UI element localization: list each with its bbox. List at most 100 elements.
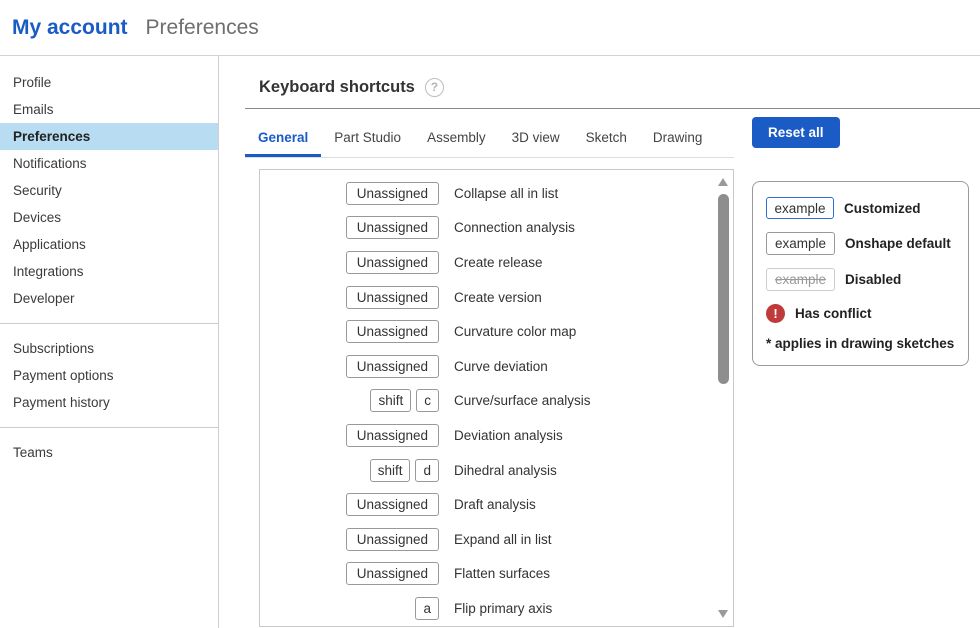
sidebar-item-payment-options[interactable]: Payment options bbox=[13, 368, 114, 383]
shortcut-keys: Unassigned bbox=[260, 320, 439, 344]
scroll-down-arrow-icon[interactable] bbox=[718, 610, 728, 618]
unassigned-key-button[interactable]: Unassigned bbox=[345, 562, 439, 586]
legend-item-conflict: ! Has conflict bbox=[766, 304, 955, 323]
sidebar-divider bbox=[0, 427, 218, 428]
legend-note: * applies in drawing sketches bbox=[766, 336, 955, 351]
shortcut-action-label: Create release bbox=[454, 254, 543, 270]
shortcut-row: Unassigned Deviation analysis bbox=[260, 418, 733, 453]
shortcut-row: Unassigned Expand all in list bbox=[260, 522, 733, 557]
unassigned-key-button[interactable]: Unassigned bbox=[345, 216, 439, 240]
shortcut-action-label: Draft analysis bbox=[454, 497, 536, 513]
shortcut-row: Unassigned Create version bbox=[260, 280, 733, 315]
scrollbar-thumb[interactable] bbox=[718, 194, 729, 384]
shortcut-keys: Unassigned bbox=[260, 285, 439, 309]
sidebar-item-applications[interactable]: Applications bbox=[13, 237, 86, 252]
section-title-block: Keyboard shortcuts ? bbox=[245, 56, 980, 109]
shortcut-row: shift c Curve/surface analysis bbox=[260, 384, 733, 419]
shortcut-keys: Unassigned bbox=[260, 354, 439, 378]
shortcut-keys: Unassigned bbox=[260, 216, 439, 240]
shortcut-keys: Unassigned bbox=[260, 181, 439, 205]
shortcut-action-label: Connection analysis bbox=[454, 220, 575, 236]
main-content: Keyboard shortcuts ? General Part Studio A… bbox=[219, 56, 980, 628]
shortcut-row: shift d Dihedral analysis bbox=[260, 453, 733, 488]
sidebar-item-teams[interactable]: Teams bbox=[13, 445, 53, 460]
sidebar-item-emails[interactable]: Emails bbox=[13, 102, 54, 117]
shortcut-action-label: Curvature color map bbox=[454, 324, 577, 340]
tab-drawing[interactable]: Drawing bbox=[652, 130, 703, 145]
sidebar-item-subscriptions[interactable]: Subscriptions bbox=[13, 341, 95, 356]
shortcut-keys: Unassigned bbox=[260, 493, 439, 517]
shortcut-action-label: Expand all in list bbox=[454, 531, 552, 547]
legend-item-disabled: example Disabled bbox=[766, 268, 955, 291]
shortcut-keys: shift d bbox=[260, 458, 439, 482]
tab-3d-view[interactable]: 3D view bbox=[511, 130, 560, 145]
page-title: Preferences bbox=[145, 15, 259, 39]
key-button[interactable]: shift bbox=[369, 458, 411, 482]
unassigned-key-button[interactable]: Unassigned bbox=[345, 181, 439, 205]
unassigned-key-button[interactable]: Unassigned bbox=[345, 250, 439, 274]
scroll-up-arrow-icon[interactable] bbox=[718, 178, 728, 186]
shortcut-row: a Flip primary axis bbox=[260, 591, 733, 626]
tab-strip: General Part Studio Assembly 3D view Sketch D… bbox=[245, 109, 734, 158]
scrollbar[interactable] bbox=[717, 172, 730, 624]
shortcut-row: Unassigned Draft analysis bbox=[260, 487, 733, 522]
sidebar-item-integrations[interactable]: Integrations bbox=[13, 264, 84, 279]
unassigned-key-button[interactable]: Unassigned bbox=[345, 423, 439, 447]
shortcut-row: Unassigned Curve deviation bbox=[260, 349, 733, 384]
shortcut-action-label: Dihedral analysis bbox=[454, 462, 557, 478]
shortcut-action-label: Deviation analysis bbox=[454, 427, 563, 443]
tab-part-studio[interactable]: Part Studio bbox=[334, 130, 402, 145]
conflict-icon: ! bbox=[766, 304, 785, 323]
shortcut-action-label: Flip primary axis bbox=[454, 600, 553, 616]
shortcut-keys: shift c bbox=[260, 389, 439, 413]
example-default-key: example bbox=[766, 232, 836, 255]
brand-title[interactable]: My account bbox=[12, 15, 128, 39]
help-icon[interactable]: ? bbox=[424, 78, 444, 97]
shortcut-action-label: Flatten surfaces bbox=[454, 566, 551, 582]
key-button[interactable]: shift bbox=[370, 389, 412, 413]
example-customized-key: example bbox=[766, 197, 835, 219]
shortcut-row: Unassigned Create release bbox=[260, 245, 733, 280]
key-button[interactable]: a bbox=[415, 596, 439, 620]
key-button[interactable]: c bbox=[416, 389, 439, 413]
shortcut-keys: Unassigned bbox=[260, 250, 439, 274]
key-button[interactable]: d bbox=[415, 458, 439, 482]
shortcut-row: Unassigned Flatten surfaces bbox=[260, 557, 733, 592]
reset-all-button[interactable]: Reset all bbox=[752, 117, 840, 148]
sidebar-divider bbox=[0, 323, 218, 324]
example-disabled-key: example bbox=[766, 268, 836, 291]
tab-row: General Part Studio Assembly 3D view Sketch D… bbox=[245, 109, 980, 158]
sidebar-item-devices[interactable]: Devices bbox=[13, 210, 62, 225]
shortcut-row: Unassigned Curvature color map bbox=[260, 314, 733, 349]
shortcut-keys: a bbox=[260, 596, 439, 620]
tab-general[interactable]: General bbox=[245, 121, 322, 157]
unassigned-key-button[interactable]: Unassigned bbox=[345, 527, 439, 551]
tab-assembly[interactable]: Assembly bbox=[427, 130, 486, 145]
shortcut-action-label: Create version bbox=[454, 289, 542, 305]
tab-sketch[interactable]: Sketch bbox=[585, 130, 627, 145]
unassigned-key-button[interactable]: Unassigned bbox=[345, 354, 439, 378]
sidebar-item-payment-history[interactable]: Payment history bbox=[13, 395, 110, 410]
right-column: example Customized example Onshape defau… bbox=[752, 169, 969, 627]
shortcut-action-label: Collapse all in list bbox=[454, 185, 559, 201]
sidebar-item-notifications[interactable]: Notifications bbox=[13, 156, 87, 171]
legend-label-customized: Customized bbox=[844, 200, 921, 216]
content-row: Unassigned Collapse all in list Unassigned… bbox=[259, 169, 980, 627]
legend-label-disabled: Disabled bbox=[845, 272, 902, 287]
sidebar-item-profile[interactable]: Profile bbox=[13, 75, 52, 90]
shortcut-keys: Unassigned bbox=[260, 562, 439, 586]
shortcut-row: Unassigned Collapse all in list bbox=[260, 176, 733, 211]
sidebar-item-security[interactable]: Security bbox=[13, 183, 62, 198]
legend-item-default: example Onshape default bbox=[766, 232, 955, 255]
sidebar: Profile Emails Preferences Notifications Sec… bbox=[0, 56, 219, 628]
unassigned-key-button[interactable]: Unassigned bbox=[345, 320, 439, 344]
shortcut-row: Unassigned Connection analysis bbox=[260, 211, 733, 246]
unassigned-key-button[interactable]: Unassigned bbox=[345, 285, 439, 309]
legend-label-conflict: Has conflict bbox=[795, 306, 872, 321]
shortcut-action-label: Curve/surface analysis bbox=[454, 393, 591, 409]
shortcut-action-label: Curve deviation bbox=[454, 358, 548, 374]
sidebar-item-developer[interactable]: Developer bbox=[13, 291, 75, 306]
section-title: Keyboard shortcuts bbox=[259, 78, 415, 96]
sidebar-item-preferences[interactable]: Preferences bbox=[0, 123, 218, 150]
unassigned-key-button[interactable]: Unassigned bbox=[345, 493, 439, 517]
